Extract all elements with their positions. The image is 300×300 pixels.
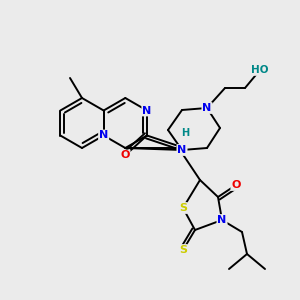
- Text: N: N: [99, 130, 108, 140]
- Text: HO: HO: [251, 65, 269, 75]
- Text: N: N: [142, 106, 152, 116]
- Text: N: N: [202, 103, 211, 113]
- Text: H: H: [181, 128, 189, 139]
- Text: O: O: [120, 151, 130, 160]
- Text: S: S: [179, 203, 187, 213]
- Text: N: N: [218, 215, 226, 225]
- Text: H: H: [181, 128, 189, 139]
- Text: N: N: [177, 145, 187, 155]
- Text: S: S: [179, 245, 187, 255]
- Text: O: O: [231, 180, 241, 190]
